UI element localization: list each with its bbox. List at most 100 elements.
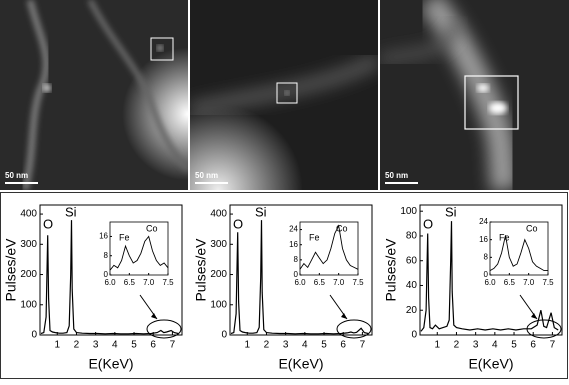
inset-peak-label: Fe bbox=[119, 232, 130, 242]
inset-x-tick-label: 6.5 bbox=[124, 278, 136, 287]
inset-x-tick-label: 6.0 bbox=[104, 278, 116, 287]
x-tick-label: 3 bbox=[283, 340, 289, 351]
spectrum-line bbox=[489, 235, 548, 272]
inset-peak-label: Co bbox=[526, 223, 538, 233]
x-tick-label: 1 bbox=[244, 340, 250, 351]
inset-y-tick-label: 8 bbox=[294, 255, 299, 264]
y-tick-label: 200 bbox=[20, 269, 37, 280]
inset-x-tick-label: 7.5 bbox=[162, 278, 174, 287]
inset-peak-label: Fe bbox=[499, 232, 510, 242]
inset-y-tick-label: 24 bbox=[289, 225, 298, 234]
tem-image bbox=[380, 0, 569, 190]
y-tick-label: 0 bbox=[411, 330, 417, 341]
y-axis-label: Pulses/eV bbox=[193, 238, 209, 302]
inset-x-tick-label: 7.0 bbox=[523, 278, 535, 287]
spectrum-line bbox=[109, 235, 169, 271]
x-tick-label: 5 bbox=[321, 340, 327, 351]
y-tick-label: 40 bbox=[406, 280, 418, 291]
arrow-head bbox=[341, 313, 347, 319]
arrow-head bbox=[531, 313, 537, 319]
x-tick-label: 7 bbox=[170, 340, 176, 351]
x-tick-label: 2 bbox=[74, 340, 80, 351]
inset-y-tick-label: 24 bbox=[479, 217, 488, 226]
inset-y-tick-label: 16 bbox=[479, 235, 488, 244]
y-tick-label: 60 bbox=[406, 255, 418, 266]
inset-x-tick-label: 7.0 bbox=[143, 278, 155, 287]
scale-label: 50 nm bbox=[195, 171, 218, 180]
y-tick-label: 400 bbox=[210, 209, 227, 220]
x-tick-label: 2 bbox=[454, 340, 460, 351]
spectrum-line bbox=[230, 220, 369, 335]
inset-x-tick-label: 7.5 bbox=[542, 278, 554, 287]
inset-frame bbox=[489, 221, 549, 276]
y-tick-label: 20 bbox=[406, 305, 418, 316]
highlight-ellipse bbox=[526, 319, 562, 339]
inset-x-tick-label: 6.5 bbox=[504, 278, 516, 287]
y-axis-label: Pulses/eV bbox=[383, 238, 399, 302]
plot-frame bbox=[229, 204, 373, 336]
scale-label: 50 nm bbox=[5, 171, 28, 180]
inset-y-tick-label: 0 bbox=[104, 270, 109, 279]
inset-y-tick-label: 8 bbox=[484, 252, 489, 261]
y-tick-label: 80 bbox=[406, 231, 418, 242]
y-tick-label: 100 bbox=[210, 299, 227, 310]
x-tick-label: 1 bbox=[54, 340, 60, 351]
inset-y-tick-label: 0 bbox=[484, 270, 489, 279]
peak-label: Si bbox=[445, 204, 457, 219]
inset-y-tick-label: 8 bbox=[104, 251, 109, 260]
tem-image bbox=[0, 0, 188, 190]
plot-frame bbox=[39, 204, 183, 336]
y-tick-label: 200 bbox=[210, 269, 227, 280]
spectrum-line bbox=[40, 220, 179, 335]
x-tick-label: 7 bbox=[550, 340, 556, 351]
inset-x-tick-label: 6.0 bbox=[294, 278, 306, 287]
x-tick-label: 6 bbox=[150, 340, 156, 351]
y-tick-label: 300 bbox=[20, 239, 37, 250]
x-axis-label: E(KeV) bbox=[88, 356, 133, 372]
y-tick-label: 400 bbox=[20, 209, 37, 220]
inset-peak-label: Co bbox=[336, 223, 348, 233]
inset-x-tick-label: 7.5 bbox=[352, 278, 364, 287]
tem-image bbox=[190, 0, 378, 190]
y-axis-label: Pulses/eV bbox=[3, 238, 19, 302]
arrow-head bbox=[151, 313, 157, 319]
x-axis-label: E(KeV) bbox=[468, 356, 513, 372]
x-axis-label: E(KeV) bbox=[278, 356, 323, 372]
inset-x-tick-label: 6.0 bbox=[484, 278, 496, 287]
x-tick-label: 3 bbox=[473, 340, 479, 351]
spectrum-line bbox=[420, 221, 559, 332]
inset-frame bbox=[109, 221, 169, 276]
peak-label: Si bbox=[65, 204, 77, 219]
x-tick-label: 7 bbox=[360, 340, 366, 351]
x-tick-label: 4 bbox=[112, 340, 118, 351]
spectrum-line bbox=[299, 224, 359, 270]
peak-label: O bbox=[423, 216, 433, 231]
inset-peak-label: Fe bbox=[309, 232, 320, 242]
x-tick-label: 1 bbox=[434, 340, 440, 351]
inset-y-tick-label: 0 bbox=[294, 270, 299, 279]
inset-y-tick-label: 16 bbox=[289, 240, 298, 249]
inset-x-tick-label: 7.0 bbox=[333, 278, 345, 287]
highlight-ellipse bbox=[146, 319, 182, 339]
x-tick-label: 6 bbox=[340, 340, 346, 351]
x-tick-label: 5 bbox=[131, 340, 137, 351]
x-tick-label: 3 bbox=[93, 340, 99, 351]
y-tick-label: 0 bbox=[31, 330, 37, 341]
x-tick-label: 5 bbox=[511, 340, 517, 351]
inset-x-tick-label: 6.5 bbox=[314, 278, 326, 287]
y-tick-label: 100 bbox=[400, 206, 417, 217]
y-tick-label: 300 bbox=[210, 239, 227, 250]
peak-label: O bbox=[43, 216, 53, 231]
inset-peak-label: Co bbox=[146, 223, 158, 233]
x-tick-label: 4 bbox=[302, 340, 308, 351]
panel-border bbox=[0, 192, 568, 379]
scale-label: 50 nm bbox=[385, 171, 408, 180]
inset-y-tick-label: 16 bbox=[99, 232, 108, 241]
x-tick-label: 4 bbox=[492, 340, 498, 351]
y-tick-label: 100 bbox=[20, 299, 37, 310]
x-tick-label: 2 bbox=[264, 340, 270, 351]
plot-frame bbox=[419, 204, 563, 336]
peak-label: Si bbox=[255, 204, 267, 219]
peak-label: O bbox=[233, 216, 243, 231]
